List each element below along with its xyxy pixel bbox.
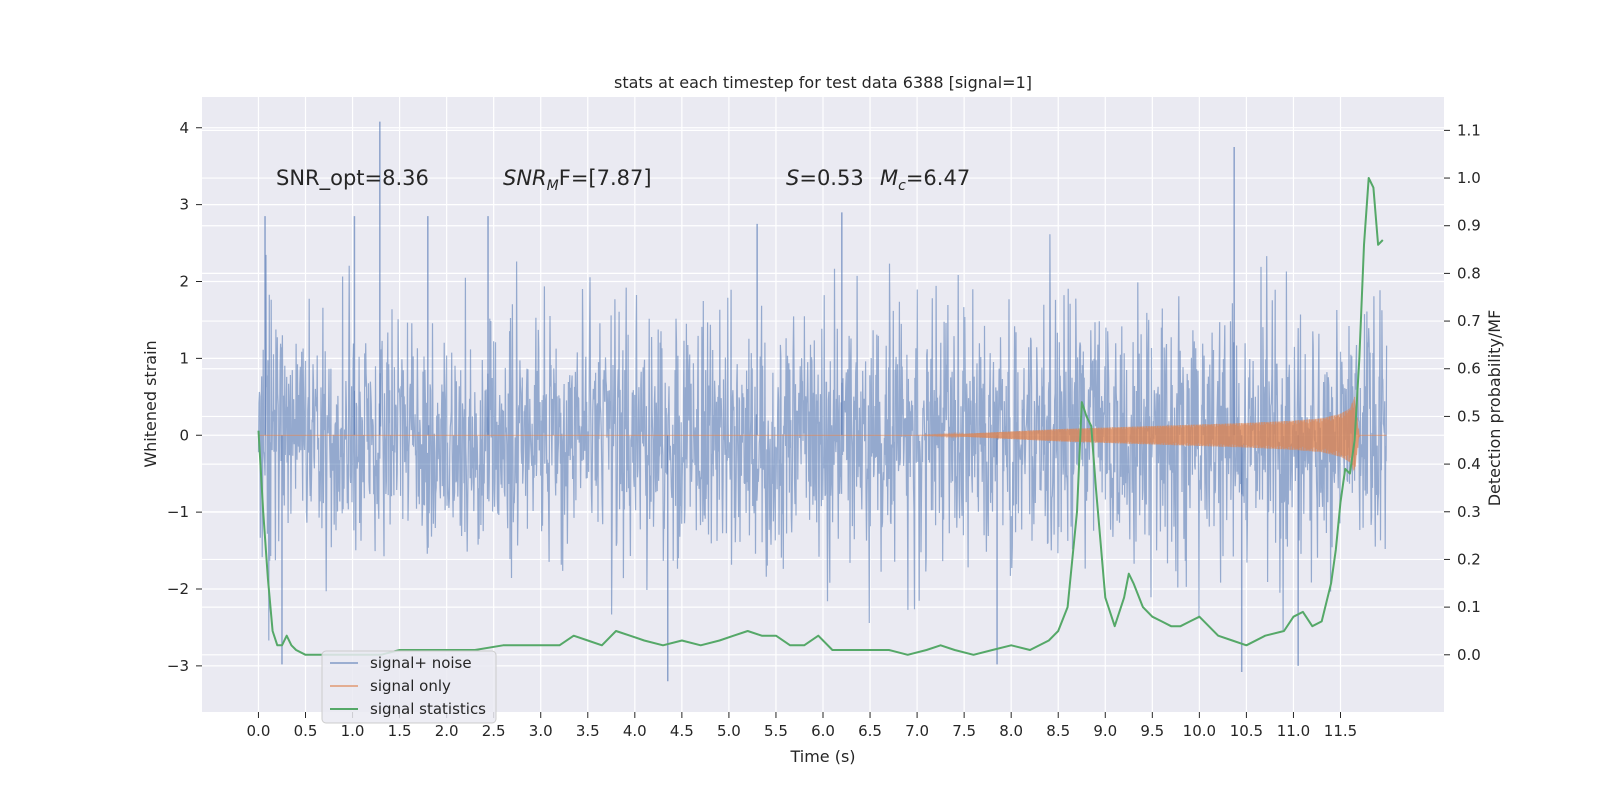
chart-title: stats at each timestep for test data 638…	[614, 73, 1032, 92]
x-tick-label: 11.5	[1324, 722, 1357, 740]
x-tick-label: 10.5	[1230, 722, 1263, 740]
noise-trace	[257, 234, 1388, 641]
annotation-mc-value: =6.47	[906, 166, 970, 190]
x-tick-label: 6.5	[858, 722, 882, 740]
legend: signal+ noise signal only signal statist…	[321, 650, 497, 724]
y2-axis-ticks: 0.0 0.1 0.2 0.3 0.4 0.5 0.6 0.7 0.8 0.9 1.0 1.1	[1444, 121, 1481, 664]
y-tick-label: 2	[179, 273, 189, 291]
x-tick-label: 3.0	[529, 722, 553, 740]
y2-tick-label: 1.1	[1457, 121, 1481, 139]
y2-tick-label: 0.2	[1457, 550, 1481, 568]
y2-tick-label: 1.0	[1457, 169, 1481, 187]
y-tick-label: −3	[167, 657, 189, 675]
x-tick-label: 3.5	[576, 722, 600, 740]
series-signal-only	[258, 396, 1387, 472]
y2-tick-label: 0.6	[1457, 360, 1481, 378]
annotation-s-label: S	[786, 166, 799, 190]
y-axis-ticks: −3 −2 −1 0 1 2 3 4	[167, 119, 202, 675]
x-tick-label: 0.0	[247, 722, 271, 740]
annotation-snr-mf: SNRMF=[7.87]	[503, 166, 652, 194]
legend-label-signal-only: signal only	[370, 677, 451, 695]
legend-label-signal-statistics: signal statistics	[370, 700, 486, 718]
y-tick-label: 1	[179, 349, 189, 367]
x-tick-label: 8.0	[999, 722, 1023, 740]
signal-trace	[258, 396, 1387, 470]
legend-label-signal-plus-noise: signal+ noise	[370, 654, 472, 672]
x-tick-label: 8.5	[1046, 722, 1070, 740]
annotation-snr-opt: SNR_opt=8.36	[276, 166, 429, 191]
y2-axis-label: Detection probability/MF	[1485, 310, 1504, 507]
annotation-mc-sub: c	[898, 178, 906, 194]
y-tick-label: 0	[179, 426, 189, 444]
x-tick-label: 9.0	[1093, 722, 1117, 740]
annotation-mc-label: M	[880, 166, 898, 190]
series-signal-statistics	[257, 177, 1384, 656]
x-axis-ticks: 0.0 0.5 1.0 1.5 2.0 2.5 3.0 3.5 4.0 4.5 5.0 5.5 6.0 6…	[247, 712, 1357, 740]
x-tick-label: 7.5	[952, 722, 976, 740]
x-tick-label: 0.5	[294, 722, 318, 740]
x-tick-label: 4.0	[623, 722, 647, 740]
x-tick-label: 6.0	[811, 722, 835, 740]
x-tick-label: 1.0	[341, 722, 365, 740]
x-tick-label: 9.5	[1140, 722, 1164, 740]
x-tick-label: 5.0	[717, 722, 741, 740]
annotation-s-value: =0.53	[799, 166, 863, 190]
x-tick-label: 11.0	[1277, 722, 1310, 740]
y2-tick-label: 0.5	[1457, 407, 1481, 425]
x-tick-label: 2.5	[482, 722, 506, 740]
legend-box	[321, 650, 497, 724]
y2-tick-label: 0.4	[1457, 455, 1481, 473]
y2-tick-label: 0.9	[1457, 217, 1481, 235]
y2-tick-label: 0.3	[1457, 503, 1481, 521]
y2-tick-label: 0.7	[1457, 312, 1481, 330]
annotation-snr-mf-sub: M	[547, 178, 559, 194]
x-tick-label: 2.0	[435, 722, 459, 740]
y-tick-label: −2	[167, 580, 189, 598]
x-tick-label: 10.0	[1183, 722, 1216, 740]
y-tick-label: −1	[167, 503, 189, 521]
annotation-mc: Mc=6.47	[880, 166, 970, 194]
x-tick-label: 5.5	[764, 722, 788, 740]
x-axis-label: Time (s)	[789, 747, 855, 766]
statistics-line	[257, 177, 1384, 656]
annotation-snr-mf-value: F=[7.87]	[559, 166, 652, 190]
y2-tick-label: 0.0	[1457, 646, 1481, 664]
y-axis-label: Whitened strain	[141, 340, 160, 467]
y-tick-label: 4	[179, 119, 189, 137]
signal-envelope	[917, 398, 1360, 472]
x-tick-label: 4.5	[670, 722, 694, 740]
annotation-snr-mf-label: SNR	[503, 166, 547, 190]
annotation-s: S=0.53	[786, 166, 864, 190]
x-tick-label: 1.5	[388, 722, 412, 740]
y-tick-label: 3	[179, 196, 189, 214]
x-tick-label: 7.0	[905, 722, 929, 740]
y2-tick-label: 0.8	[1457, 264, 1481, 282]
y2-tick-label: 0.1	[1457, 598, 1481, 616]
series-signal-plus-noise	[257, 121, 1388, 682]
